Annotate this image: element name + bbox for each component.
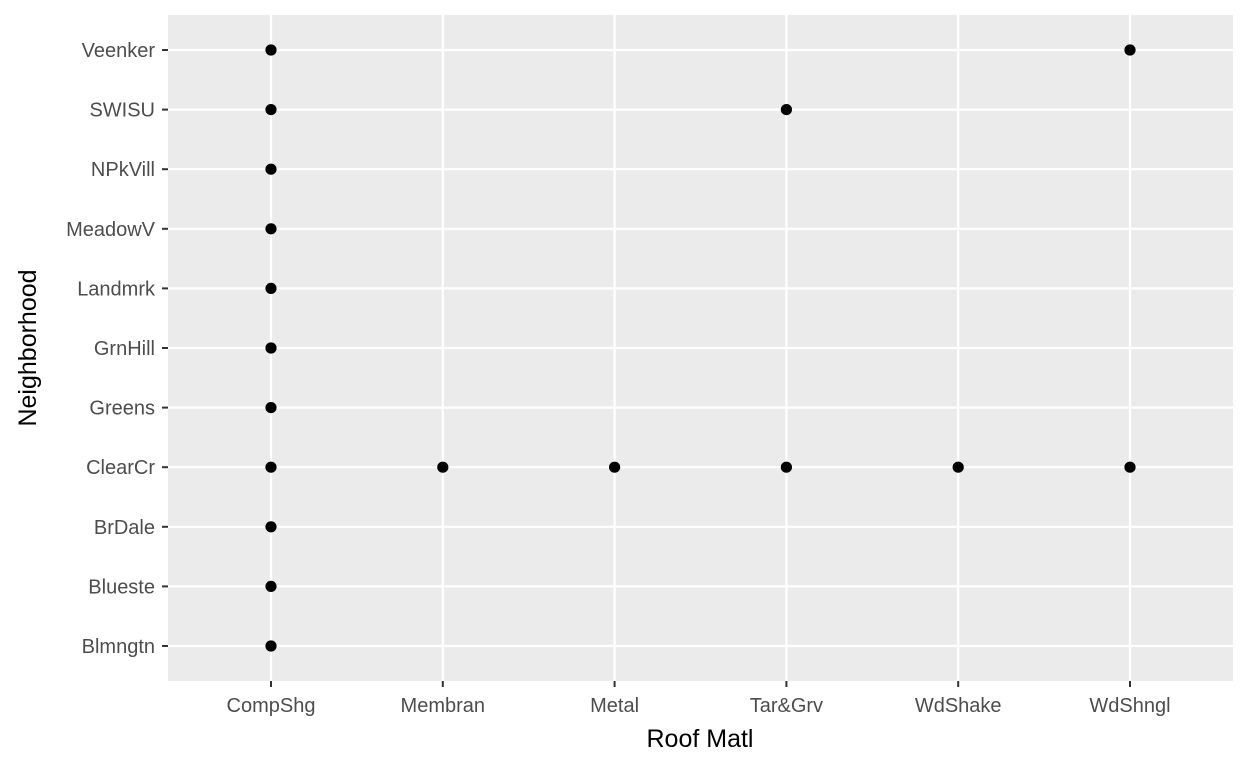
y-tick-label: Veenker (82, 40, 156, 62)
x-axis-title: Roof Matl (647, 725, 754, 753)
data-point (265, 342, 277, 354)
data-point (265, 402, 277, 414)
data-point (265, 282, 277, 294)
data-point (265, 521, 277, 533)
y-tick-label: GrnHill (94, 338, 155, 360)
data-point (265, 223, 277, 235)
y-tick-label: Greens (89, 398, 155, 420)
axis-ticks (162, 49, 1131, 687)
data-point (1124, 44, 1136, 56)
x-tick-label: CompShg (227, 695, 316, 717)
y-tick-label: SWISU (89, 100, 155, 122)
y-tick-label: NPkVill (91, 159, 155, 181)
y-tick-label: MeadowV (66, 219, 156, 241)
data-point (265, 163, 277, 175)
data-point (609, 461, 621, 473)
data-point (265, 461, 277, 473)
grid-lines (168, 15, 1233, 681)
data-point (265, 580, 277, 593)
data-point (780, 104, 793, 116)
data-point (1124, 461, 1136, 473)
data-point (265, 104, 277, 116)
y-tick-label: Landmrk (77, 278, 156, 300)
data-point (780, 461, 793, 473)
y-tick-label: Blmngtn (82, 636, 155, 658)
x-tick-label: Tar&Grv (750, 695, 823, 717)
data-point (952, 461, 964, 473)
x-tick-label: Metal (590, 695, 639, 717)
data-point (265, 640, 277, 652)
y-tick-label: BrDale (94, 517, 155, 539)
y-tick-label: Blueste (88, 576, 155, 598)
y-axis-title: Neighborhood (14, 269, 42, 426)
x-tick-label: WdShake (915, 695, 1002, 717)
data-point (265, 44, 277, 56)
y-tick-label: ClearCr (86, 457, 155, 479)
x-tick-label: WdShngl (1089, 695, 1170, 717)
x-tick-label: Membran (401, 695, 485, 717)
data-points (265, 44, 1136, 652)
data-point (437, 461, 449, 473)
tick-labels: CompShg Membran Metal Tar&Grv WdShake WdShngl… (66, 40, 1171, 717)
